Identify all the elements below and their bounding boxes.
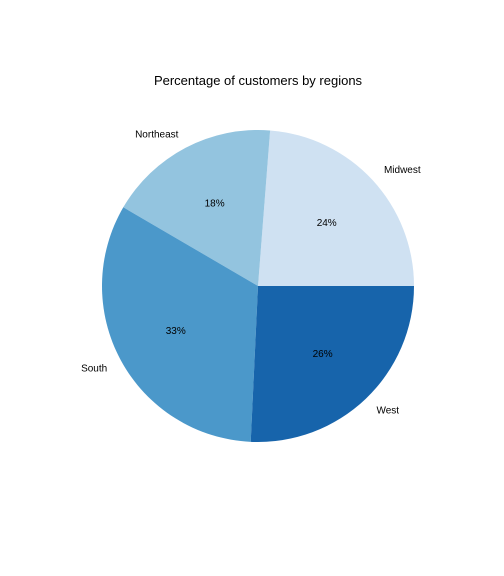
pie-slice-south	[102, 207, 259, 442]
slice-label-midwest: Midwest	[384, 165, 421, 176]
chart-title: Percentage of customers by regions	[154, 73, 363, 88]
pie-slice-midwest	[258, 130, 414, 286]
pie-slice-west	[250, 286, 415, 442]
pie-slice-northeast	[123, 129, 271, 286]
slice-label-west: West	[376, 406, 399, 417]
pie-slices	[102, 129, 415, 442]
slice-percent-west: 26%	[313, 349, 333, 360]
slice-label-south: South	[81, 363, 107, 374]
slice-percent-south: 33%	[166, 326, 186, 337]
slice-label-northeast: Northeast	[135, 129, 179, 140]
pie-labels: Midwest 24% Northeast 18% South 33% West 26%	[81, 129, 421, 416]
slice-percent-midwest: 24%	[317, 218, 337, 229]
slice-percent-northeast: 18%	[205, 199, 225, 210]
